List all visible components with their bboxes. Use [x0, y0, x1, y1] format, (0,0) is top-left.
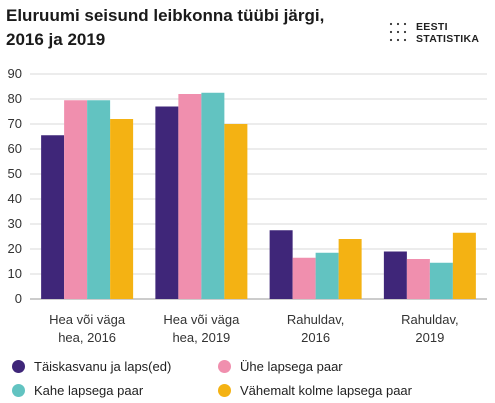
- legend-item: Täiskasvanu ja laps(ed): [12, 356, 171, 376]
- y-tick-label: 40: [8, 191, 22, 206]
- bar: [41, 135, 65, 299]
- legend-label: Vähemalt kolme lapsega paar: [240, 382, 412, 398]
- x-tick-label: Rahuldav,: [401, 312, 459, 327]
- y-tick-label: 20: [8, 241, 22, 256]
- y-tick-label: 30: [8, 216, 22, 231]
- chart-legend: Täiskasvanu ja laps(ed) Ühe lapsega paar K…: [0, 350, 495, 400]
- legend-swatch: [12, 383, 25, 397]
- y-tick-label: 70: [8, 116, 22, 131]
- x-tick-label: Rahuldav,: [287, 312, 345, 327]
- logo-text: EESTI STATISTIKA: [416, 21, 479, 45]
- x-tick-label: 2016: [301, 330, 330, 345]
- y-tick-label: 60: [8, 141, 22, 156]
- y-tick-label: 0: [15, 291, 22, 306]
- y-tick-label: 80: [8, 91, 22, 106]
- bar: [383, 251, 407, 299]
- bar: [429, 262, 453, 299]
- legend-swatch: [218, 359, 231, 373]
- logo-dots-icon: [389, 22, 407, 42]
- statistics-logo: EESTI STATISTIKA: [388, 20, 488, 46]
- bar: [178, 94, 202, 299]
- legend-swatch: [218, 383, 231, 397]
- x-tick-label: hea, 2019: [172, 330, 230, 345]
- bar: [406, 259, 430, 299]
- bar: [315, 252, 339, 299]
- x-tick-label: Hea või väga: [49, 312, 126, 327]
- bar: [452, 232, 476, 299]
- y-tick-label: 50: [8, 166, 22, 181]
- legend-item: Vähemalt kolme lapsega paar: [218, 380, 412, 400]
- bar: [224, 124, 248, 299]
- bar: [338, 239, 362, 299]
- x-tick-label: 2019: [415, 330, 444, 345]
- x-tick-label: hea, 2016: [58, 330, 116, 345]
- bar: [292, 257, 316, 299]
- x-tick-label: Hea või väga: [163, 312, 240, 327]
- legend-label: Ühe lapsega paar: [240, 358, 343, 374]
- bar: [87, 100, 111, 299]
- y-tick-label: 10: [8, 266, 22, 281]
- legend-swatch: [12, 359, 25, 373]
- legend-item: Kahe lapsega paar: [12, 380, 143, 400]
- legend-item: Ühe lapsega paar: [218, 356, 343, 376]
- legend-label: Kahe lapsega paar: [34, 382, 144, 398]
- bar: [64, 100, 88, 299]
- bar: [201, 92, 225, 299]
- bar: [110, 119, 134, 299]
- legend-label: Täiskasvanu ja laps(ed): [34, 358, 172, 374]
- chart-title: Eluruumi seisund leibkonna tüübi järgi, …: [6, 6, 325, 49]
- bar: [269, 230, 293, 299]
- logo-line-2: STATISTIKA: [416, 33, 480, 45]
- y-tick-label: 90: [8, 66, 22, 81]
- logo-line-1: EESTI: [416, 21, 448, 33]
- bar: [155, 106, 179, 299]
